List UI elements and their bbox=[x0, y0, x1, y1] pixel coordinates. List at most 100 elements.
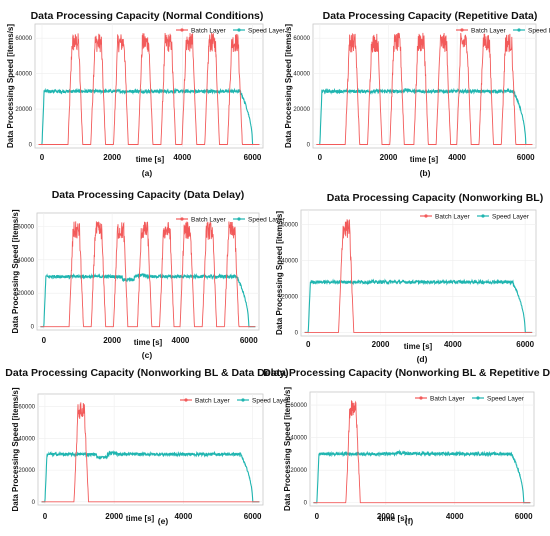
x-tick-label: 6000 bbox=[240, 336, 258, 345]
legend-marker-batch bbox=[180, 217, 184, 221]
x-tick-label: 6000 bbox=[244, 512, 262, 521]
legend-label-speed: Speed Layer bbox=[487, 395, 525, 402]
panel-label: (a) bbox=[142, 168, 153, 178]
plot-area bbox=[309, 391, 535, 507]
y-axis-label: Data Processing Speed [items/s] bbox=[284, 24, 293, 148]
legend: Batch Layer Speed Layer bbox=[180, 397, 290, 404]
legend-marker-batch bbox=[424, 214, 428, 218]
x-tick-label: 2000 bbox=[105, 512, 123, 521]
x-tick-label: 6000 bbox=[244, 153, 262, 162]
y-tick-label: 40000 bbox=[281, 258, 298, 264]
legend-marker-speed bbox=[237, 28, 241, 32]
legend-label-speed: Speed Layer bbox=[248, 27, 286, 34]
legend-marker-batch bbox=[180, 28, 184, 32]
chart-title: Data Processing Capacity (Repetitive Dat… bbox=[323, 10, 538, 22]
chart-panel-a: Data Processing Capacity (Normal Conditi… bbox=[6, 10, 286, 178]
legend-label-batch: Batch Layer bbox=[191, 216, 227, 223]
x-tick-label: 2000 bbox=[377, 512, 395, 521]
panel-label: (f) bbox=[405, 516, 414, 526]
x-tick-label: 6000 bbox=[517, 153, 535, 162]
chart-panel-b: Data Processing Capacity (Repetitive Dat… bbox=[284, 10, 550, 178]
plot-area bbox=[37, 393, 264, 506]
legend: Batch Layer Speed Layer bbox=[456, 27, 550, 34]
y-axis-label: Data Processing Speed [items/s] bbox=[11, 209, 20, 333]
x-axis-label: time [s] bbox=[126, 514, 155, 523]
x-tick-label: 6000 bbox=[516, 340, 534, 349]
legend: Batch Layer Speed Layer bbox=[176, 216, 286, 223]
y-tick-label: 60000 bbox=[15, 36, 32, 42]
y-tick-label: 60000 bbox=[18, 405, 35, 411]
x-tick-label: 4000 bbox=[444, 340, 462, 349]
legend: Batch Layer Speed Layer bbox=[420, 213, 530, 220]
y-tick-label: 40000 bbox=[17, 258, 34, 264]
y-tick-label: 0 bbox=[29, 142, 33, 148]
x-tick-label: 6000 bbox=[515, 512, 533, 521]
x-tick-label: 0 bbox=[43, 512, 48, 521]
y-tick-label: 20000 bbox=[290, 468, 307, 474]
x-tick-label: 0 bbox=[315, 512, 320, 521]
speed-layer-line bbox=[40, 272, 256, 328]
chart-title: Data Processing Capacity (Nonworking BL … bbox=[263, 367, 550, 379]
batch-layer-line bbox=[41, 402, 260, 503]
legend: Batch Layer Speed Layer bbox=[415, 395, 525, 402]
legend-marker-batch bbox=[419, 396, 423, 400]
chart-title: Data Processing Capacity (Nonworking BL) bbox=[327, 192, 543, 204]
y-tick-label: 60000 bbox=[281, 222, 298, 228]
x-tick-label: 2000 bbox=[103, 336, 121, 345]
legend: Batch Layer Speed Layer bbox=[176, 27, 286, 34]
x-tick-label: 0 bbox=[306, 340, 311, 349]
legend-marker-speed bbox=[237, 217, 241, 221]
speed-layer-line bbox=[313, 449, 531, 504]
legend-marker-batch bbox=[460, 28, 464, 32]
y-tick-label: 0 bbox=[295, 330, 299, 336]
speed-layer-line bbox=[38, 87, 260, 146]
y-tick-label: 0 bbox=[32, 500, 36, 506]
y-tick-label: 40000 bbox=[18, 436, 35, 442]
batch-layer-line bbox=[313, 400, 531, 504]
panel-label: (b) bbox=[420, 168, 431, 178]
plot-area bbox=[300, 209, 537, 337]
x-tick-label: 4000 bbox=[172, 336, 190, 345]
legend-marker-speed bbox=[241, 398, 245, 402]
legend-label-speed: Speed Layer bbox=[248, 216, 286, 223]
chart-panel-f: Data Processing Capacity (Nonworking BL … bbox=[263, 367, 550, 526]
y-tick-label: 40000 bbox=[293, 72, 310, 78]
y-axis-label: Data Processing Speed [items/s] bbox=[275, 211, 284, 335]
batch-layer-line bbox=[304, 219, 533, 333]
speed-layer-line bbox=[304, 278, 533, 333]
legend-label-batch: Batch Layer bbox=[435, 213, 471, 220]
x-axis-label: time [s] bbox=[410, 155, 439, 164]
panel-label: (e) bbox=[158, 516, 169, 526]
x-tick-label: 2000 bbox=[380, 153, 398, 162]
chart-panel-e: Data Processing Capacity (Nonworking BL … bbox=[5, 367, 289, 526]
chart-panel-d: Data Processing Capacity (Nonworking BL)… bbox=[275, 192, 543, 364]
y-tick-label: 20000 bbox=[15, 107, 32, 113]
x-tick-label: 4000 bbox=[448, 153, 466, 162]
y-axis-label: Data Processing Speed [items/s] bbox=[6, 24, 15, 148]
legend-marker-speed bbox=[476, 396, 480, 400]
y-tick-label: 0 bbox=[31, 325, 35, 331]
x-tick-label: 4000 bbox=[173, 153, 191, 162]
x-tick-label: 4000 bbox=[174, 512, 192, 521]
y-tick-label: 40000 bbox=[15, 72, 32, 78]
chart-title: Data Processing Capacity (Nonworking BL … bbox=[5, 367, 288, 379]
legend-label-speed: Speed Layer bbox=[528, 27, 550, 34]
x-axis-label: time [s] bbox=[404, 342, 433, 351]
plot-area bbox=[34, 23, 264, 149]
y-tick-label: 20000 bbox=[281, 294, 298, 300]
y-tick-label: 0 bbox=[304, 501, 308, 507]
x-axis-label: time [s] bbox=[379, 514, 408, 523]
batch-layer-line bbox=[40, 221, 256, 328]
y-axis-label: Data Processing Speed [items/s] bbox=[11, 387, 20, 511]
x-tick-label: 2000 bbox=[103, 153, 121, 162]
speed-layer-line bbox=[41, 450, 260, 503]
legend-label-speed: Speed Layer bbox=[252, 397, 290, 404]
x-tick-label: 0 bbox=[40, 153, 45, 162]
y-tick-label: 0 bbox=[307, 142, 311, 148]
legend-marker-batch bbox=[184, 398, 188, 402]
legend-marker-speed bbox=[481, 214, 485, 218]
y-tick-label: 40000 bbox=[290, 436, 307, 442]
panel-label: (d) bbox=[417, 354, 428, 364]
y-axis-label: Data Processing Speed [items/s] bbox=[283, 387, 292, 511]
